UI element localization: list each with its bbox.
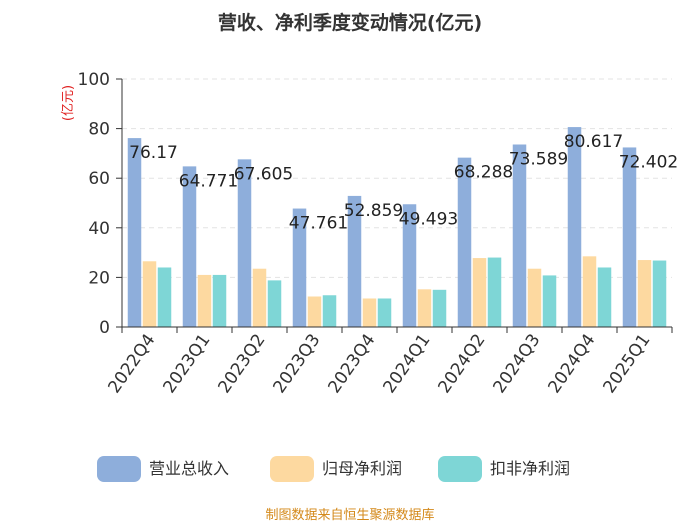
- chart-title: 营收、净利季度变动情况(亿元): [218, 11, 482, 34]
- y-tick-label: 0: [99, 318, 110, 338]
- y-tick-label: 100: [78, 70, 110, 90]
- legend-label-2: 归母净利润: [322, 459, 402, 478]
- x-tick-label: 2024Q1: [380, 330, 435, 397]
- bar-1-2024Q3: [512, 144, 527, 327]
- data-label: 52.859: [344, 201, 403, 221]
- data-label: 47.761: [289, 214, 348, 234]
- x-tick-label: 2023Q1: [160, 330, 215, 397]
- data-label: 80.617: [564, 132, 623, 152]
- bar-3-2022Q4: [157, 267, 172, 327]
- y-tick-label: 60: [88, 169, 110, 189]
- data-label: 68.288: [454, 163, 513, 183]
- legend-swatch-1: [97, 456, 141, 482]
- bar-2-2023Q4: [362, 298, 377, 327]
- bar-3-2023Q2: [267, 280, 282, 327]
- x-tick-label: 2023Q3: [270, 330, 325, 397]
- bar-3-2024Q1: [432, 289, 447, 327]
- x-tick-label: 2022Q4: [105, 330, 160, 397]
- legend-swatch-3: [438, 456, 482, 482]
- bar-2-2024Q1: [417, 289, 432, 327]
- x-tick-label: 2023Q2: [215, 330, 270, 397]
- x-axis: 2022Q4 2023Q1 2023Q2 2023Q3 2023Q4 2024Q1 2024…: [105, 326, 673, 397]
- legend-swatch-2: [270, 456, 314, 482]
- y-axis-unit-label: (亿元): [61, 85, 76, 121]
- y-axis: 0 20 40 60 80 100: [78, 70, 123, 338]
- x-tick-label: 2024Q3: [490, 330, 545, 397]
- bar-2-2024Q3: [527, 268, 542, 327]
- bar-2-2024Q2: [472, 258, 487, 327]
- bar-1-2024Q4: [567, 127, 582, 327]
- bar-2-2023Q2: [252, 268, 267, 327]
- y-tick-label: 80: [88, 120, 110, 140]
- data-label: 73.589: [509, 149, 568, 169]
- legend: 营业总收入 归母净利润 扣非净利润: [97, 456, 570, 482]
- bars: [127, 127, 667, 327]
- data-label: 72.402: [619, 152, 678, 172]
- bar-3-2024Q3: [542, 275, 557, 327]
- bar-3-2024Q2: [487, 257, 502, 327]
- x-tick-label: 2024Q2: [435, 330, 490, 397]
- data-label: 49.493: [399, 209, 458, 229]
- legend-label-1: 营业总收入: [149, 459, 229, 478]
- source-note: 制图数据来自恒生聚源数据库: [265, 507, 434, 523]
- bar-1-2023Q3: [292, 208, 307, 327]
- bar-2-2025Q1: [637, 260, 652, 327]
- data-label: 64.771: [179, 171, 238, 191]
- x-tick-label: 2024Q4: [545, 330, 600, 397]
- y-tick-label: 40: [88, 219, 110, 239]
- bar-3-2023Q4: [377, 298, 392, 327]
- bar-3-2025Q1: [652, 260, 667, 327]
- bar-1-2025Q1: [622, 147, 637, 327]
- bar-1-2024Q1: [402, 204, 417, 327]
- bar-3-2024Q4: [597, 267, 612, 327]
- bar-3-2023Q1: [212, 274, 227, 327]
- bar-1-2023Q2: [237, 159, 252, 327]
- bar-1-2024Q2: [457, 157, 472, 327]
- bar-1-2023Q4: [347, 195, 362, 327]
- x-tick-label: 2023Q4: [325, 330, 380, 397]
- y-tick-label: 20: [88, 268, 110, 288]
- bar-1-2022Q4: [127, 138, 142, 327]
- bar-2-2023Q3: [307, 296, 322, 327]
- bar-1-2023Q1: [182, 166, 197, 327]
- bar-2-2024Q4: [582, 256, 597, 327]
- data-label: 76.17: [129, 143, 178, 163]
- bar-3-2023Q3: [322, 295, 337, 327]
- bar-2-2022Q4: [142, 261, 157, 327]
- x-tick-label: 2025Q1: [600, 330, 655, 397]
- bar-2-2023Q1: [197, 274, 212, 327]
- legend-label-3: 扣非净利润: [490, 459, 570, 478]
- data-label: 67.605: [234, 164, 293, 184]
